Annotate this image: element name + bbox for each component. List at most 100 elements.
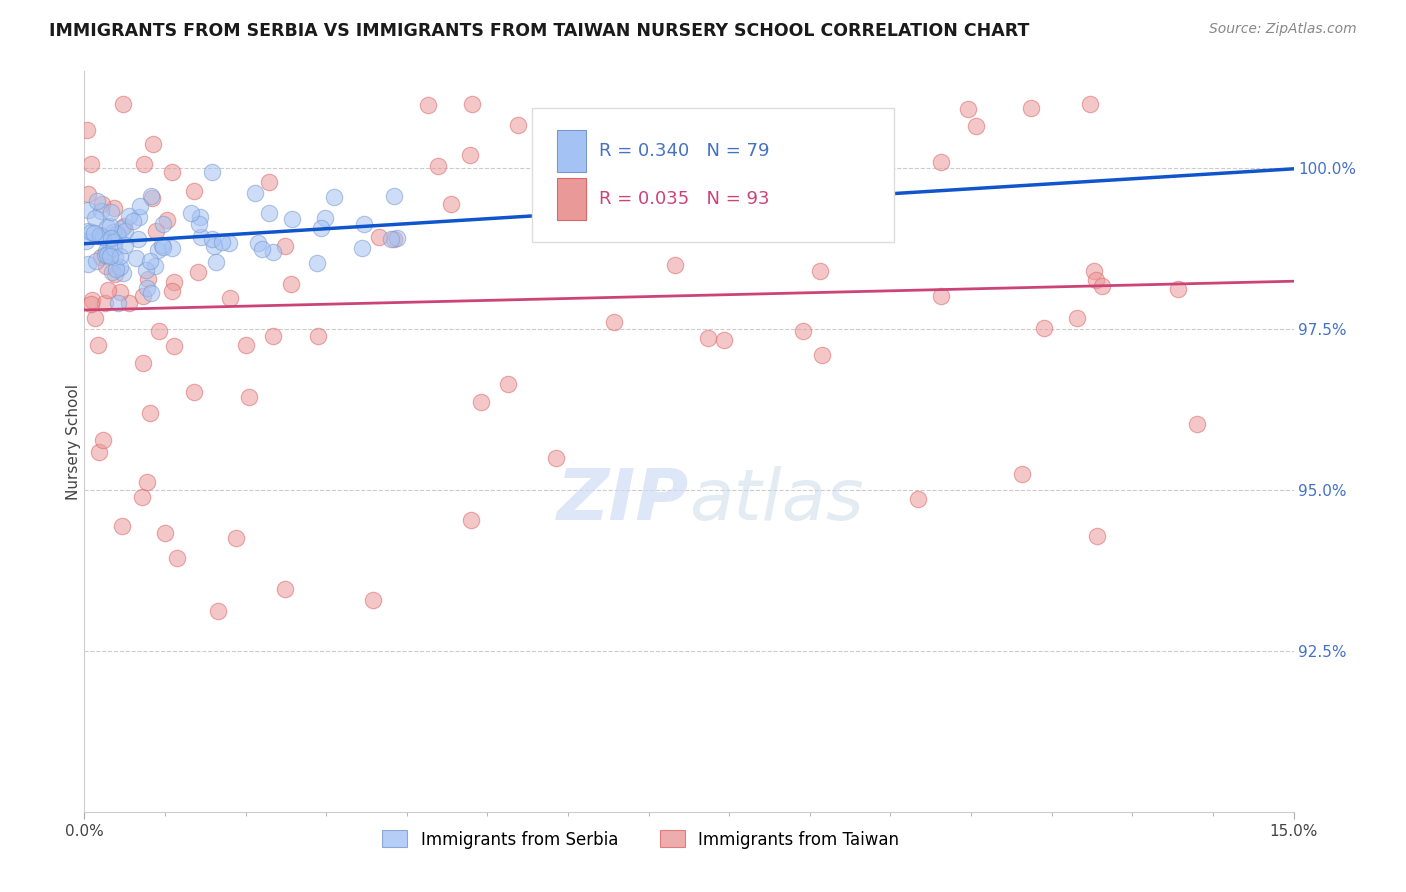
Point <box>190 210 212 224</box>
Point <box>245 186 267 200</box>
Point <box>135 281 157 295</box>
Point <box>162 285 184 299</box>
Point <box>201 232 224 246</box>
Point <box>111 518 134 533</box>
Point <box>138 406 160 420</box>
Point <box>98 219 121 233</box>
Point <box>128 199 150 213</box>
Point <box>281 212 304 227</box>
Point <box>75 234 97 248</box>
Point <box>323 190 346 204</box>
Point <box>156 212 179 227</box>
Text: ZIP: ZIP <box>557 467 689 535</box>
Point <box>907 492 929 507</box>
Point <box>219 291 242 305</box>
Point <box>274 582 297 597</box>
Point <box>382 232 405 246</box>
Point <box>965 119 987 133</box>
Point <box>103 202 125 216</box>
Point <box>664 259 686 273</box>
Point <box>238 390 260 404</box>
Point <box>98 249 121 263</box>
Point <box>118 296 141 310</box>
Point <box>201 165 224 179</box>
Point <box>1091 279 1114 293</box>
Point <box>461 96 484 111</box>
Point <box>111 220 134 235</box>
Point <box>112 219 135 234</box>
Point <box>956 102 979 116</box>
Point <box>163 339 186 353</box>
Point <box>148 324 170 338</box>
Point <box>426 160 449 174</box>
Point <box>142 137 165 152</box>
Point <box>114 238 136 252</box>
Point <box>107 229 129 244</box>
Point <box>79 297 101 311</box>
Point <box>385 230 408 244</box>
Text: atlas: atlas <box>689 467 863 535</box>
Point <box>77 203 100 218</box>
Point <box>1011 467 1033 482</box>
Point <box>145 224 167 238</box>
Point <box>496 377 519 392</box>
Point <box>83 227 105 241</box>
Point <box>103 241 125 255</box>
Point <box>96 244 118 259</box>
Point <box>127 232 149 246</box>
Point <box>929 289 952 303</box>
Point <box>107 295 129 310</box>
Point <box>89 228 111 243</box>
Point <box>94 295 117 310</box>
Point <box>717 177 740 191</box>
Point <box>87 338 110 352</box>
Point <box>80 157 103 171</box>
Point <box>546 450 568 465</box>
Point <box>104 251 127 265</box>
Point <box>1078 96 1101 111</box>
Point <box>132 356 155 370</box>
Point <box>190 230 212 244</box>
Point <box>307 256 329 270</box>
Point <box>246 235 269 250</box>
Point <box>101 265 124 279</box>
Point <box>136 475 159 489</box>
Point <box>1167 282 1189 296</box>
Point <box>84 211 107 226</box>
Point <box>146 243 169 257</box>
Point <box>131 490 153 504</box>
Point <box>83 310 105 325</box>
Point <box>118 209 141 223</box>
Point <box>262 244 284 259</box>
Point <box>225 531 247 545</box>
Point <box>280 277 302 291</box>
Point <box>458 148 481 162</box>
Point <box>562 193 585 207</box>
Point <box>440 197 463 211</box>
Point <box>382 189 405 203</box>
Point <box>211 235 233 250</box>
Point <box>128 210 150 224</box>
Point <box>187 265 209 279</box>
Point <box>76 122 98 136</box>
Point <box>90 250 112 264</box>
Point <box>104 268 127 282</box>
Point <box>508 119 530 133</box>
Text: R = 0.035   N = 93: R = 0.035 N = 93 <box>599 191 770 209</box>
Point <box>108 260 131 274</box>
Point <box>603 316 626 330</box>
Point <box>104 261 127 276</box>
Point <box>183 384 205 399</box>
Point <box>1083 264 1105 278</box>
Point <box>96 220 118 235</box>
Point <box>307 329 329 343</box>
Point <box>96 259 118 273</box>
Point <box>929 155 952 169</box>
Point <box>90 204 112 219</box>
Point <box>187 217 209 231</box>
Point <box>713 334 735 348</box>
Point <box>166 551 188 566</box>
Point <box>416 98 439 112</box>
Legend: Immigrants from Serbia, Immigrants from Taiwan: Immigrants from Serbia, Immigrants from … <box>375 823 905 855</box>
Point <box>353 217 375 231</box>
